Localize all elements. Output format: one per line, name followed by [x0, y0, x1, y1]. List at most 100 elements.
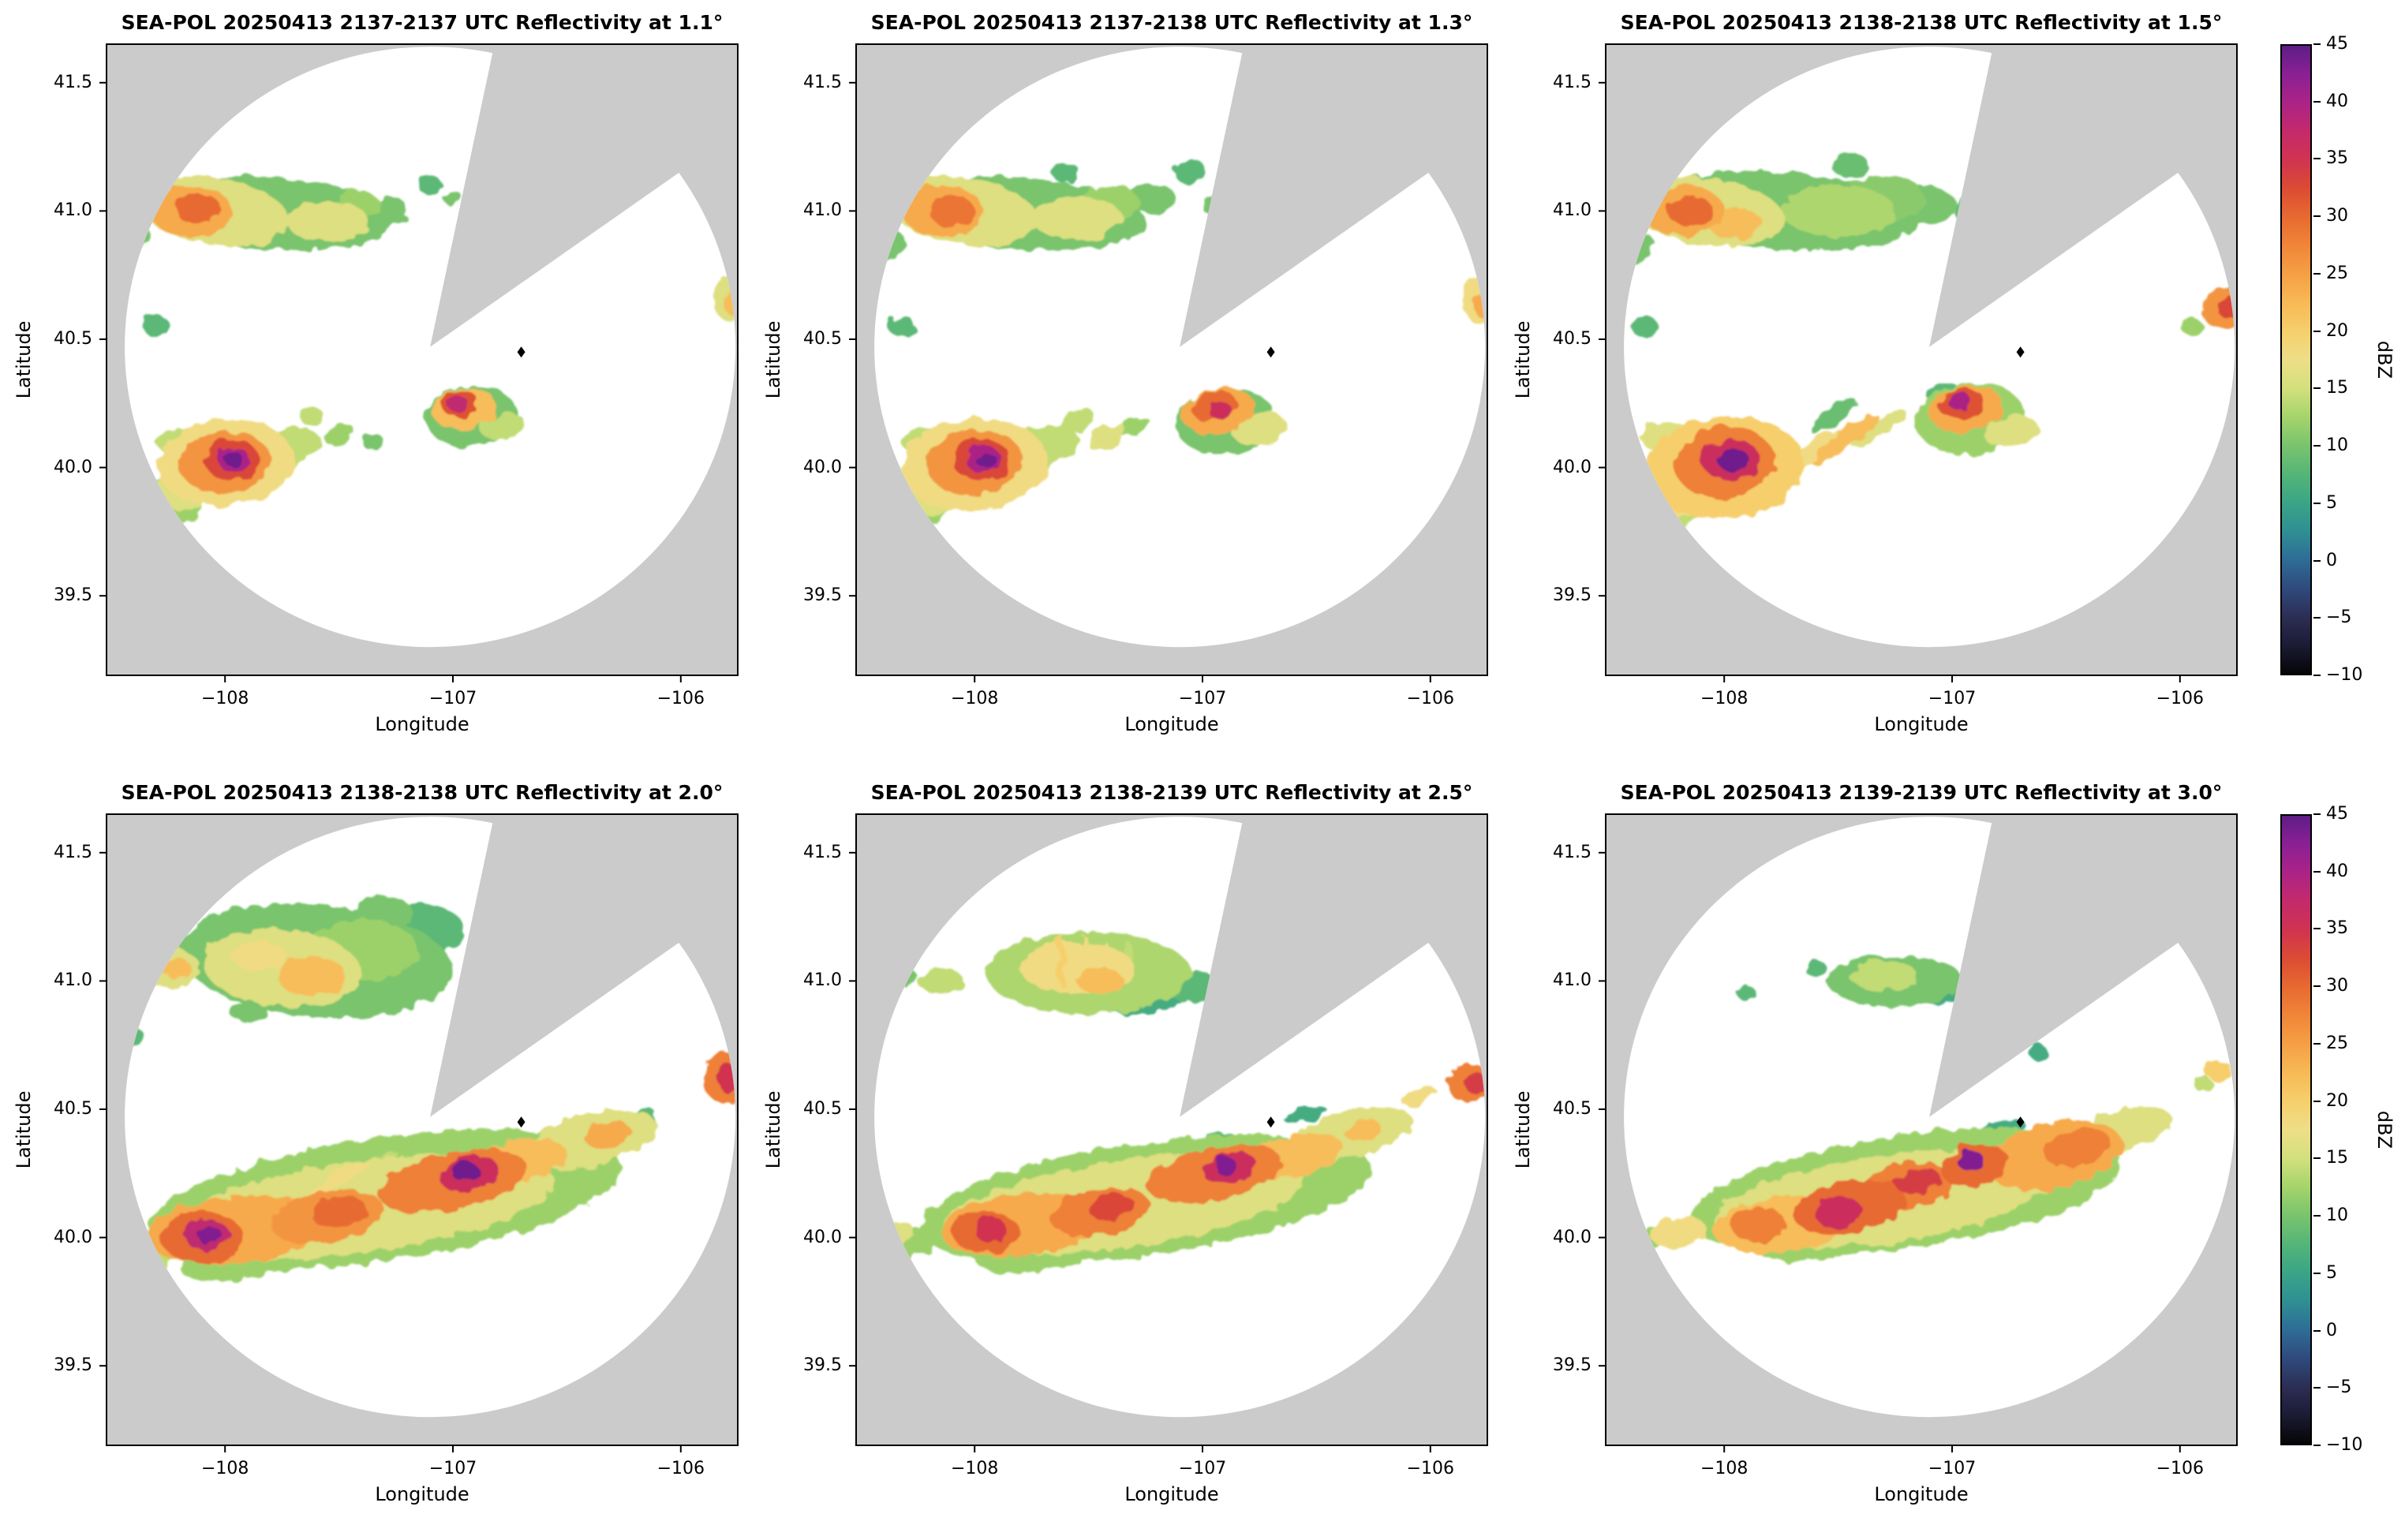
colorbar-tick-label: 20 — [2326, 320, 2348, 341]
colorbar-tick-mark — [2313, 272, 2321, 275]
colorbar-tick-label: −5 — [2326, 607, 2352, 628]
colorbar-tick-mark — [2313, 675, 2321, 676]
colorbar-gradient — [2280, 814, 2312, 1445]
site-marker — [1266, 346, 1275, 358]
colorbar-tick-label: 45 — [2326, 804, 2348, 824]
panel-title: SEA-POL 20250413 2138-2138 UTC Reflectiv… — [121, 781, 724, 804]
radar-panel-3: SEA-POL 20250413 2138-2138 UTC Reflectiv… — [1499, 0, 2249, 770]
panel-title: SEA-POL 20250413 2137-2137 UTC Reflectiv… — [121, 11, 724, 34]
y-tick-label: 41.0 — [803, 200, 842, 221]
plot-border — [1605, 43, 2238, 676]
colorbar-tick-mark — [2313, 1445, 2321, 1446]
x-tick-label: −108 — [1700, 689, 1749, 708]
x-tick-label: −108 — [1700, 1459, 1749, 1478]
colorbar-tick-label: 15 — [2326, 1148, 2348, 1168]
x-tick-label: −107 — [1928, 1459, 1977, 1478]
site-marker — [1266, 1116, 1275, 1128]
radar-panel-5: SEA-POL 20250413 2138-2139 UTC Reflectiv… — [750, 770, 1499, 1540]
y-tick-label: 40.5 — [1553, 1098, 1591, 1119]
plot-area — [1606, 44, 2237, 675]
x-tick-label: −107 — [428, 1459, 477, 1478]
x-tick-label: −106 — [2156, 689, 2205, 708]
colorbar-tick-mark — [2313, 502, 2321, 504]
y-tick-label: 40.5 — [1553, 328, 1591, 349]
colorbar-gradient — [2280, 44, 2312, 675]
x-tick-label: −107 — [1178, 689, 1227, 708]
colorbar-tick-label: 35 — [2326, 148, 2348, 169]
colorbar-tick-mark — [2313, 43, 2321, 45]
colorbar-tick-label: 35 — [2326, 918, 2348, 939]
x-tick-label: −106 — [656, 689, 705, 708]
colorbar-tick-label: 15 — [2326, 378, 2348, 398]
plot-area — [856, 814, 1487, 1445]
colorbar-tick-label: 45 — [2326, 34, 2348, 54]
x-axis-label: Longitude — [375, 1483, 469, 1505]
colorbar-tick-mark — [2313, 1042, 2321, 1045]
x-axis-label: Longitude — [1124, 713, 1219, 735]
x-tick-label: −108 — [200, 689, 249, 708]
blocked-sector-wedge — [430, 44, 738, 347]
colorbar-tick-mark — [2313, 1329, 2321, 1332]
colorbar-tick-mark — [2313, 387, 2321, 390]
y-tick-label: 40.0 — [1553, 457, 1591, 477]
blocked-sector-wedge — [430, 814, 738, 1117]
plot-border — [1605, 813, 2238, 1446]
colorbar-tick-label: 5 — [2326, 492, 2337, 513]
x-tick-label: −106 — [656, 1459, 705, 1478]
reflectivity-echoes — [1637, 955, 2233, 1262]
colorbar-tick-label: −5 — [2326, 1377, 2352, 1398]
x-tick-label: −108 — [200, 1459, 249, 1478]
colorbar-tick-label: −10 — [2326, 1435, 2363, 1455]
y-tick-label: 40.5 — [803, 328, 842, 349]
plot-area — [1606, 814, 2237, 1445]
reflectivity-echoes — [125, 896, 736, 1282]
site-marker — [2016, 1116, 2025, 1128]
x-axis-label: Longitude — [1874, 713, 1969, 735]
site-marker — [517, 1116, 526, 1128]
blocked-sector-wedge — [1180, 44, 1487, 347]
colorbar-tick-label: 5 — [2326, 1262, 2337, 1283]
y-tick-label: 40.5 — [803, 1098, 842, 1119]
y-tick-label: 39.5 — [1553, 585, 1591, 606]
x-tick-label: −108 — [950, 689, 999, 708]
colorbar-tick-label: 25 — [2326, 263, 2348, 283]
y-tick-label: 41.5 — [803, 842, 842, 862]
radar-ppi-plot — [849, 43, 1488, 682]
y-tick-label: 40.5 — [54, 1098, 92, 1119]
colorbar-tick-mark — [2313, 445, 2321, 447]
colorbar-tick-mark — [2313, 158, 2321, 160]
colorbar-tick-mark — [2313, 330, 2321, 332]
blocked-sector-wedge — [1929, 814, 2237, 1117]
panel-title: SEA-POL 20250413 2137-2138 UTC Reflectiv… — [870, 11, 1473, 34]
y-tick-label: 40.0 — [54, 1227, 92, 1247]
plot-area — [107, 44, 738, 675]
plot-area — [856, 44, 1487, 675]
plot-border — [106, 43, 739, 676]
colorbar-tick-label: 40 — [2326, 861, 2348, 881]
y-tick-label: 41.5 — [54, 72, 92, 92]
radar-ppi-plot — [99, 43, 739, 682]
y-tick-label: 41.0 — [1553, 970, 1591, 991]
x-axis-label: Longitude — [1124, 1483, 1219, 1505]
radar-ppi-plot — [1599, 813, 2238, 1452]
x-tick-label: −107 — [1928, 689, 1977, 708]
colorbar-row-2: dBZ 45 40 35 30 25 20 15 10 5 0 −5 −10 — [2249, 770, 2405, 1540]
colorbar-tick-mark — [2313, 1215, 2321, 1217]
colorbar-tick-label: 10 — [2326, 1205, 2348, 1226]
y-tick-label: 40.0 — [1553, 1227, 1591, 1247]
plot-border — [855, 43, 1488, 676]
panel-title: SEA-POL 20250413 2139-2139 UTC Reflectiv… — [1620, 781, 2223, 804]
radar-ppi-plot — [99, 813, 739, 1452]
colorbar-tick-label: 40 — [2326, 91, 2348, 111]
colorbar-tick-mark — [2313, 1387, 2321, 1389]
y-tick-label: 41.0 — [1553, 200, 1591, 221]
x-tick-label: −106 — [1406, 1459, 1455, 1478]
y-tick-label: 40.0 — [803, 1227, 842, 1247]
radar-ppi-plot — [849, 813, 1488, 1452]
reflectivity-echoes — [1624, 151, 2235, 555]
y-tick-label: 39.5 — [803, 1355, 842, 1376]
colorbar-tick-label: 30 — [2326, 206, 2348, 226]
colorbar-tick-label: 20 — [2326, 1090, 2348, 1111]
x-axis-label: Longitude — [375, 713, 469, 735]
